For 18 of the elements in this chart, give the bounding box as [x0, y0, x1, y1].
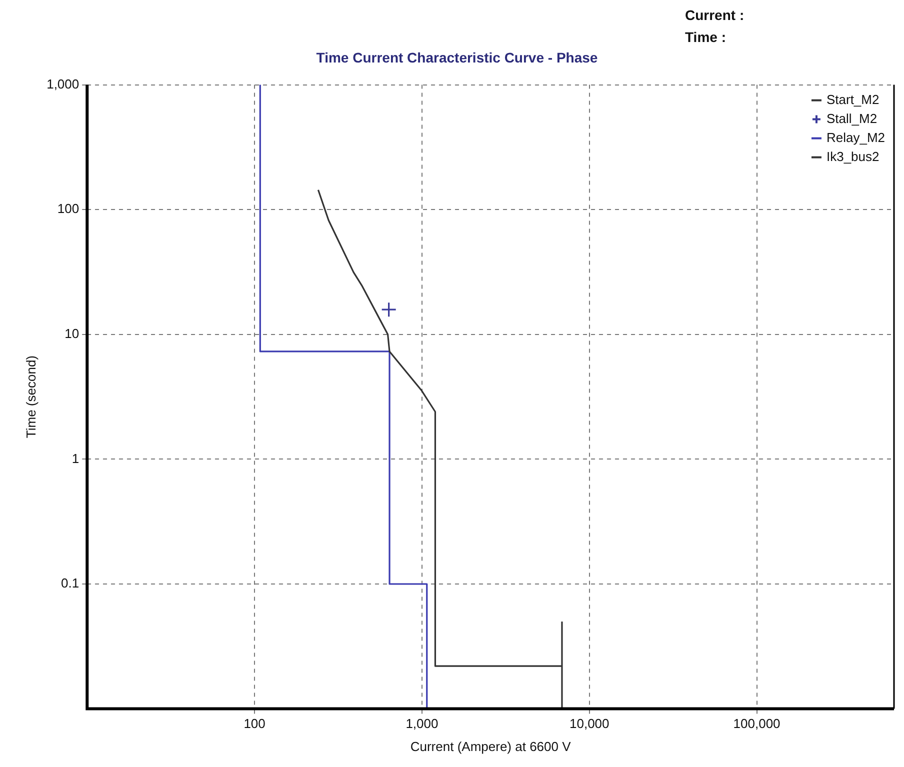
y-tick-label: 100 [57, 201, 80, 216]
legend-label: Relay_M2 [826, 130, 886, 145]
legend-label: Start_M2 [826, 92, 880, 107]
y-tick-label: 10 [64, 326, 80, 341]
x-tick-label: 10,000 [569, 716, 610, 732]
x-axis-title: Current (Ampere) at 6600 V [410, 738, 572, 754]
text: Current : [685, 6, 744, 25]
y-axis-title: Time (second) [23, 355, 38, 438]
x-tick-label: 1,000 [406, 716, 438, 732]
x-tick-label: 100,000 [733, 716, 780, 732]
y-tick-label: 1,000 [46, 76, 80, 92]
legend-label: Ik3_bus2 [826, 148, 880, 164]
chart-title: Time Current Characteristic Curve - Phase [316, 49, 598, 66]
text: Time : [685, 28, 727, 47]
x-tick-label: 100 [244, 716, 266, 732]
y-tick-label: 0.1 [61, 576, 80, 591]
legend-label: Stall_M2 [826, 110, 878, 126]
y-tick-label: 1 [72, 450, 80, 466]
